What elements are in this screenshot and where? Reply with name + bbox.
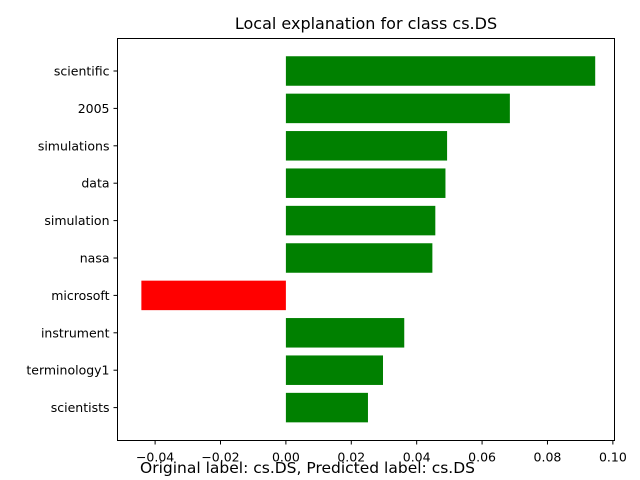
y-tick-label: 2005 — [78, 101, 110, 116]
y-tick-label: microsoft — [51, 288, 109, 303]
x-tick-label: −0.02 — [201, 450, 239, 465]
plot-frame — [117, 38, 615, 441]
x-tick-label: 0.10 — [599, 450, 627, 465]
y-tick-label: scientists — [51, 400, 110, 415]
x-tick-label: 0.04 — [403, 450, 431, 465]
chart-title: Local explanation for class cs.DS — [235, 14, 497, 33]
bar-simulation — [285, 205, 436, 236]
bar-microsoft — [141, 280, 286, 311]
bar-terminology1 — [285, 355, 384, 385]
bar-scientific — [285, 56, 596, 86]
y-tick-label: instrument — [41, 325, 110, 340]
y-tick-label: simulation — [44, 213, 109, 228]
x-tick-label: 0.06 — [468, 450, 496, 465]
y-tick-label: scientific — [54, 64, 110, 79]
bar-data — [285, 168, 446, 198]
x-tick-label: 0.08 — [534, 450, 562, 465]
y-tick-label: data — [81, 176, 109, 191]
y-tick-label: simulations — [38, 138, 110, 153]
label-caption: Original label: cs.DS, Predicted label: … — [140, 459, 475, 477]
bar-2005 — [285, 93, 510, 124]
bar-scientists — [285, 392, 368, 423]
y-tick-label: terminology1 — [26, 363, 109, 378]
x-tick-label: 0.00 — [272, 450, 300, 465]
x-tick-label: −0.04 — [136, 450, 174, 465]
bar-simulations — [285, 131, 448, 161]
bar-instrument — [285, 318, 405, 348]
x-tick-label: 0.02 — [337, 450, 365, 465]
y-tick-label: nasa — [80, 251, 110, 266]
bar-nasa — [285, 243, 433, 273]
